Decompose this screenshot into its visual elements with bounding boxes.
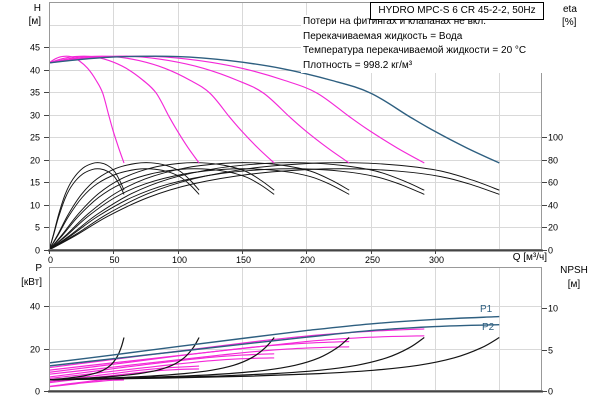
svg-text:80: 80: [548, 156, 558, 166]
p-axis-label: P: [35, 263, 42, 274]
p-axis-unit: [кВт]: [21, 277, 42, 288]
svg-text:30: 30: [30, 111, 40, 121]
h-curve-2-pumps: [49, 55, 200, 164]
svg-text:40: 40: [30, 66, 40, 76]
liquid-info-block: Потери на фитингах и клапанах не вкл. Пе…: [301, 15, 549, 73]
eta-2-pumps-a: [49, 162, 200, 250]
h-curve-6-pumps: [49, 55, 500, 164]
panel-power-npsh: 40 20 0 10 5 0: [30, 267, 558, 397]
p1-series-label: P1: [480, 304, 493, 315]
npsh-axis-label: NPSH: [560, 265, 588, 276]
info-line-temperature: Температура перекачиваемой жидкости = 20…: [303, 45, 527, 56]
svg-text:10: 10: [548, 304, 558, 314]
svg-text:250: 250: [365, 255, 380, 265]
svg-text:25: 25: [30, 133, 40, 143]
svg-text:100: 100: [548, 133, 563, 143]
npsh-curve-2-pumps: [49, 337, 200, 381]
info-line-liquid: Перекачиваемая жидкость = Вода: [303, 30, 463, 42]
p2-curve-6-pumps: [49, 324, 500, 367]
svg-text:15: 15: [30, 178, 40, 188]
svg-text:60: 60: [548, 178, 558, 188]
p2-curve-1-pump: [49, 379, 125, 388]
svg-text:20: 20: [30, 156, 40, 166]
npsh-curve-1-pump: [49, 337, 125, 381]
h-curve-4-pumps: [49, 55, 350, 164]
eta-1-pump-b: [49, 168, 125, 250]
svg-text:40: 40: [548, 201, 558, 211]
h-curve-1-pump: [49, 55, 125, 164]
tick-marks: [44, 47, 547, 254]
svg-text:0: 0: [48, 255, 53, 265]
eta-6-pumps-a: [49, 162, 500, 250]
svg-text:0: 0: [35, 387, 40, 397]
p2-curve-3-pumps: [49, 357, 275, 379]
p2-curve-5-pumps: [49, 335, 425, 371]
tick-labels: 40 20 0 10 5 0: [30, 302, 558, 397]
svg-text:40: 40: [30, 302, 40, 312]
npsh-axis-unit: [м]: [567, 279, 581, 290]
svg-text:150: 150: [236, 255, 251, 265]
eta-6-pumps-b: [49, 168, 500, 250]
eta-3-pumps-a: [49, 162, 275, 250]
p1-curve-5-pumps: [49, 328, 425, 369]
curves: [49, 55, 500, 250]
npsh-curve-3-pumps: [49, 337, 275, 381]
svg-text:20: 20: [30, 345, 40, 355]
svg-text:0: 0: [35, 246, 40, 256]
p1-curve-6-pumps: [49, 315, 500, 364]
curves: [49, 315, 500, 388]
svg-text:35: 35: [30, 88, 40, 98]
gridlines: [49, 267, 542, 391]
eta-4-pumps-a: [49, 162, 350, 250]
eta-3-pumps-b: [49, 168, 275, 250]
eta-axis-label: eta: [563, 4, 577, 15]
svg-text:200: 200: [300, 255, 315, 265]
npsh-curve-6-pumps: [49, 336, 500, 381]
q-axis-label: Q [м³/ч]: [512, 252, 547, 263]
info-line-losses: Потери на фитингах и клапанах не вкл.: [303, 16, 486, 27]
svg-text:100: 100: [172, 255, 187, 265]
eta-axis-unit: [%]: [562, 17, 577, 28]
eta-1-pump-a: [49, 162, 125, 250]
pump-model-title-box: HYDRO MPC-S 6 CR 45-2-2, 50Hz: [370, 2, 544, 20]
info-line-density: Плотность = 998.2 кг/м³: [303, 59, 413, 71]
svg-text:0: 0: [548, 246, 553, 256]
h-axis-label: H: [33, 3, 41, 14]
svg-text:45: 45: [30, 43, 40, 53]
svg-text:5: 5: [35, 223, 40, 233]
h-curve-3-pumps: [49, 55, 275, 164]
eta-5-pumps-a: [49, 162, 425, 250]
eta-2-pumps-b: [49, 168, 200, 250]
svg-text:5: 5: [548, 346, 553, 356]
eta-5-pumps-b: [49, 168, 425, 250]
p2-curve-4-pumps: [49, 346, 350, 375]
svg-text:300: 300: [429, 255, 444, 265]
eta-4-pumps-b: [49, 168, 350, 250]
svg-text:0: 0: [548, 387, 553, 397]
h-axis-unit: [м]: [28, 16, 41, 27]
tick-marks: [44, 306, 547, 392]
p1-curve-3-pumps: [49, 353, 275, 378]
p2-series-label: P2: [482, 322, 495, 333]
svg-text:20: 20: [548, 223, 558, 233]
svg-text:10: 10: [30, 201, 40, 211]
svg-text:50: 50: [109, 255, 119, 265]
